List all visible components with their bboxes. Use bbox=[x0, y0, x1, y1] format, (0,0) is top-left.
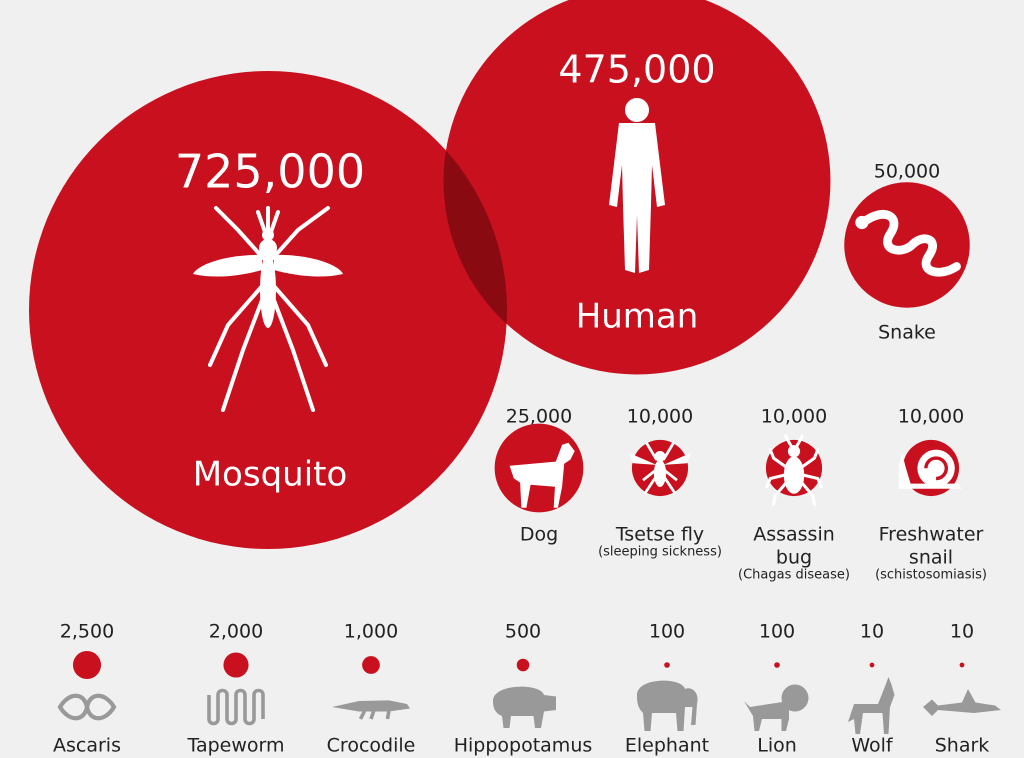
bubble-circle-ascaris bbox=[72, 650, 102, 680]
bubble-circle-lion bbox=[774, 662, 780, 668]
dog-icon bbox=[505, 442, 575, 508]
value-label-snake: 50,000 bbox=[874, 161, 940, 183]
bubble-shark bbox=[959, 662, 965, 668]
name-label-tsetse-fly: Tsetse fly bbox=[615, 524, 704, 546]
ascaris-icon bbox=[57, 693, 117, 721]
value-label-lion: 100 bbox=[759, 621, 795, 643]
name-label-elephant: Elephant bbox=[625, 735, 709, 757]
bubble-wolf bbox=[869, 662, 875, 668]
bug-icon bbox=[765, 434, 823, 506]
name-label-crocodile: Crocodile bbox=[327, 735, 416, 757]
value-label-human: 475,000 bbox=[558, 48, 715, 92]
tapeworm-icon bbox=[207, 688, 265, 726]
name-label-lion: Lion bbox=[757, 735, 797, 757]
name-label-ascaris: Ascaris bbox=[53, 735, 121, 757]
value-label-shark: 10 bbox=[950, 621, 974, 643]
name-label-freshwater-snail-1: Freshwater bbox=[879, 524, 984, 546]
wolf-icon bbox=[848, 677, 895, 734]
bubble-circle-tapeworm bbox=[223, 652, 249, 678]
hippo-icon bbox=[493, 686, 556, 728]
snail-icon bbox=[898, 449, 962, 489]
bubble-circle-crocodile bbox=[362, 656, 380, 674]
bubble-circle-elephant bbox=[664, 662, 670, 668]
human-icon bbox=[609, 98, 665, 273]
shark-icon bbox=[923, 689, 1001, 716]
name-label-assassin-bug-2: bug bbox=[776, 547, 812, 569]
value-label-freshwater-snail: 10,000 bbox=[898, 406, 964, 428]
name-label-mosquito: Mosquito bbox=[193, 455, 348, 495]
name-label-tapeworm: Tapeworm bbox=[186, 735, 284, 757]
bubble-crocodile bbox=[362, 656, 380, 674]
name-label-freshwater-snail-2: snail bbox=[909, 547, 953, 569]
snake-icon bbox=[855, 209, 961, 277]
crocodile-icon bbox=[332, 700, 410, 720]
name-label-human: Human bbox=[576, 297, 699, 337]
name-label-wolf: Wolf bbox=[851, 735, 894, 757]
bubble-elephant bbox=[664, 662, 670, 668]
value-label-hippopotamus: 500 bbox=[505, 621, 541, 643]
elephant-icon bbox=[637, 680, 698, 731]
value-label-crocodile: 1,000 bbox=[344, 621, 398, 643]
mosquito-icon bbox=[193, 206, 343, 412]
subtitle-tsetse-fly: (sleeping sickness) bbox=[598, 545, 722, 560]
bubble-circle-shark bbox=[959, 662, 965, 668]
bubble-hippopotamus bbox=[516, 658, 530, 672]
value-label-mosquito: 725,000 bbox=[175, 145, 365, 199]
value-label-assassin-bug: 10,000 bbox=[761, 406, 827, 428]
value-label-tsetse-fly: 10,000 bbox=[627, 406, 693, 428]
name-label-snake: Snake bbox=[878, 322, 936, 344]
value-label-wolf: 10 bbox=[860, 621, 884, 643]
subtitle-assassin-bug: (Chagas disease) bbox=[738, 568, 850, 583]
lion-icon bbox=[744, 684, 809, 731]
name-label-hippopotamus: Hippopotamus bbox=[454, 735, 593, 757]
subtitle-freshwater-snail: (schistosomiasis) bbox=[875, 568, 987, 583]
bubble-circle-wolf bbox=[869, 662, 875, 668]
bubble-ascaris bbox=[72, 650, 102, 680]
bubble-lion bbox=[774, 662, 780, 668]
value-label-tapeworm: 2,000 bbox=[209, 621, 263, 643]
value-label-elephant: 100 bbox=[649, 621, 685, 643]
name-label-assassin-bug-1: Assassin bbox=[753, 524, 835, 546]
name-label-shark: Shark bbox=[935, 735, 990, 757]
bubble-circle-hippopotamus bbox=[516, 658, 530, 672]
value-label-ascaris: 2,500 bbox=[60, 621, 114, 643]
value-label-dog: 25,000 bbox=[506, 406, 572, 428]
bubble-tapeworm bbox=[223, 652, 249, 678]
name-label-dog: Dog bbox=[520, 524, 558, 546]
